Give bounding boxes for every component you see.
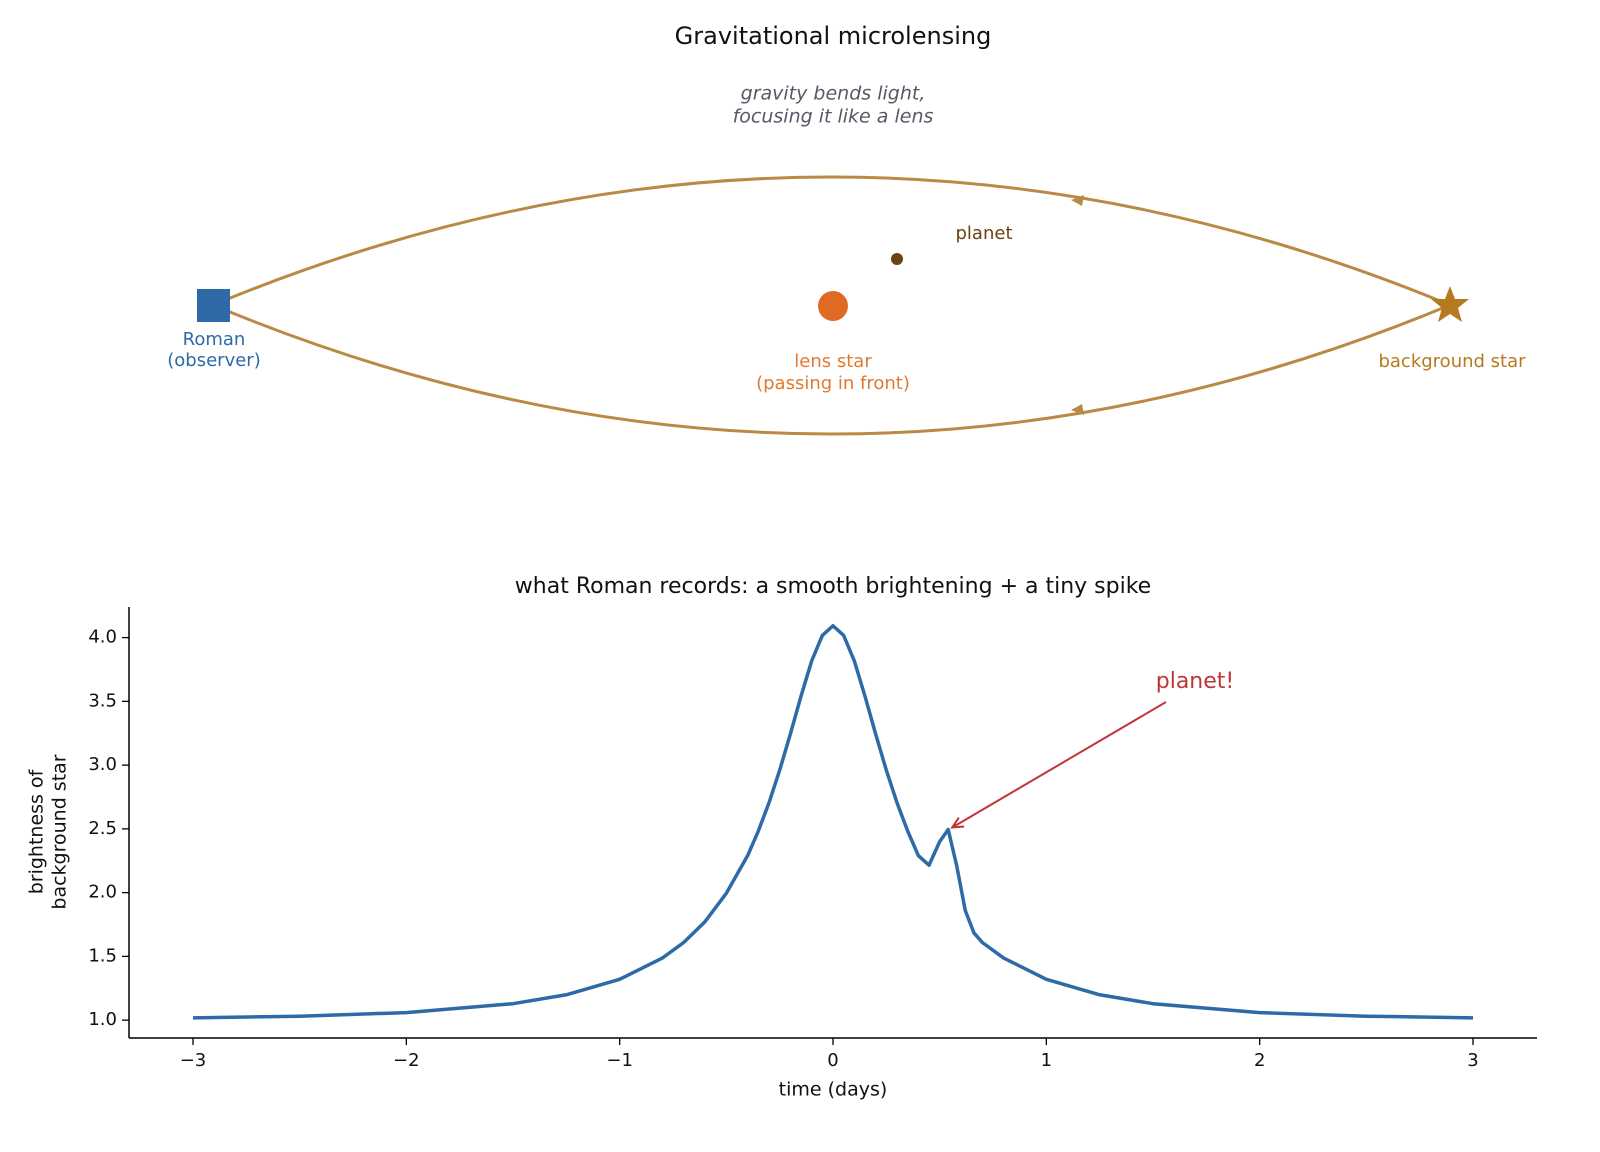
- x-tick-label: −1: [606, 1050, 633, 1071]
- x-tick-label: −3: [180, 1050, 207, 1071]
- background-star: [1431, 286, 1469, 322]
- x-tick-label: 0: [827, 1050, 838, 1071]
- chart-title: what Roman records: a smooth brightening…: [515, 574, 1151, 599]
- diagram-subtitle: gravity bends light,: [741, 83, 926, 105]
- y-tick-label: 2.5: [88, 818, 117, 839]
- chart: what Roman records: a smooth brightening…: [26, 574, 1537, 1101]
- y-axis-label: brightness of: [26, 768, 48, 894]
- planet-dot: [891, 253, 903, 265]
- annotation-arrowhead: [950, 816, 965, 829]
- x-tick-label: 3: [1467, 1050, 1478, 1071]
- light-path: [212, 175, 1451, 307]
- arrowhead: [1071, 195, 1084, 206]
- diagram-title: Gravitational microlensing: [675, 22, 992, 50]
- y-tick-label: 3.0: [88, 754, 117, 775]
- light-path: [212, 303, 1451, 436]
- x-tick-label: −2: [393, 1050, 420, 1071]
- lens-label: lens star: [794, 351, 872, 372]
- x-tick-label: 1: [1041, 1050, 1052, 1071]
- y-tick-label: 1.0: [88, 1009, 117, 1030]
- lens-label: (passing in front): [756, 373, 910, 394]
- x-tick-label: 2: [1254, 1050, 1265, 1071]
- observer-label: (observer): [167, 350, 260, 371]
- y-axis-label: background star: [49, 754, 71, 909]
- data-line: [192, 623, 1474, 1020]
- source-label: background star: [1378, 351, 1526, 372]
- annotation-arrow: [951, 701, 1167, 829]
- y-tick-label: 1.5: [88, 945, 117, 966]
- y-tick-label: 3.5: [88, 690, 117, 711]
- planet-label: planet: [956, 223, 1013, 244]
- x-axis-label: time (days): [779, 1079, 888, 1101]
- lens-star: [818, 291, 848, 321]
- diagram-subtitle: focusing it like a lens: [733, 106, 934, 128]
- observer-label: Roman: [183, 329, 246, 350]
- arrowhead: [1071, 404, 1084, 415]
- y-tick-label: 2.0: [88, 882, 117, 903]
- y-tick-label: 4.0: [88, 627, 117, 648]
- annotation-label: planet!: [1156, 669, 1234, 694]
- observer-marker: [197, 289, 230, 322]
